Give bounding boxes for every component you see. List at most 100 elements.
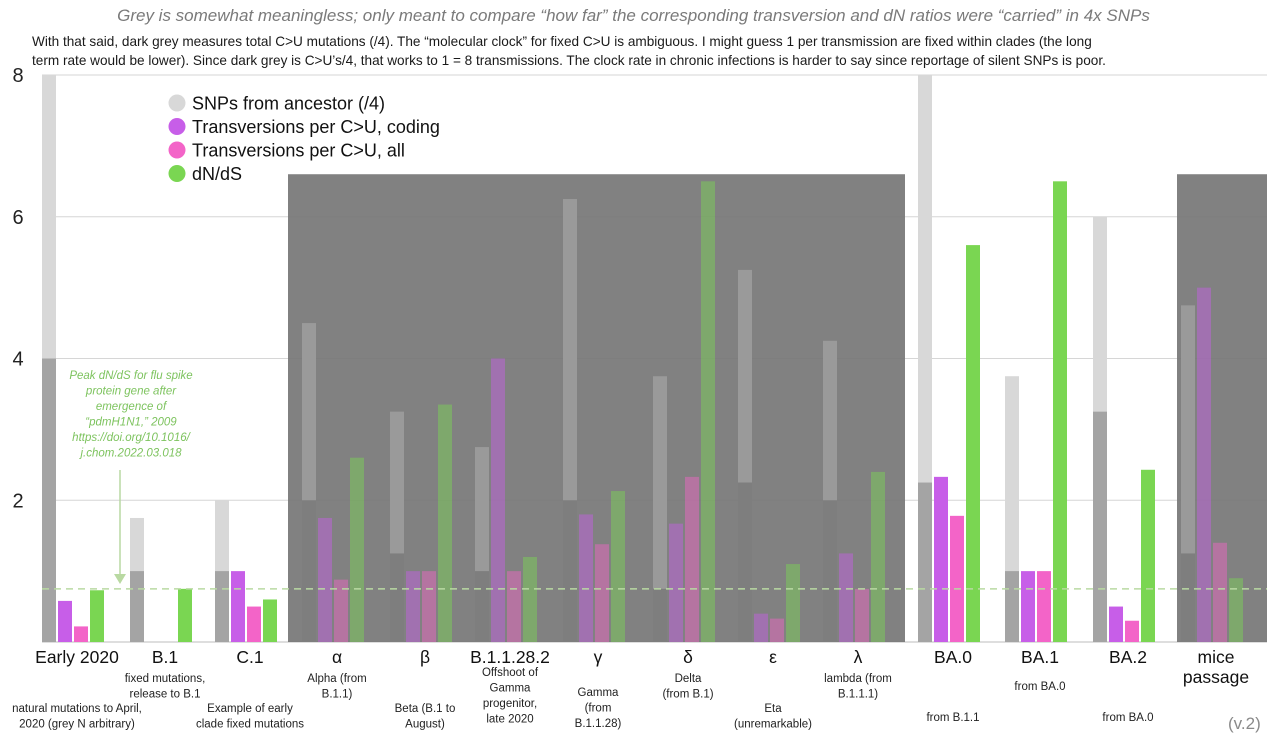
reference-annotation-line: Peak dN/dS for flu spike bbox=[69, 370, 192, 382]
bar-dnds bbox=[966, 245, 980, 642]
bar-dnds bbox=[1141, 469, 1155, 642]
reference-annotation-line: “pdmH1N1,” 2009 bbox=[85, 417, 177, 429]
group-sublabel: from BA.0 bbox=[1014, 681, 1065, 693]
x-tick-label: BA.0 bbox=[934, 647, 972, 667]
bar-transversions-all bbox=[685, 476, 699, 642]
legend-swatch bbox=[168, 141, 186, 159]
bar-transversions-all bbox=[507, 571, 521, 642]
bar-cu-over4 bbox=[653, 588, 667, 642]
reference-line-group: Peak dN/dS for flu spike protein gene aft… bbox=[42, 370, 1267, 590]
group-sublabel: 2020 (grey N arbitrary) bbox=[19, 719, 135, 731]
bar-cu-over4 bbox=[390, 553, 404, 642]
bar-transversions-coding bbox=[491, 358, 505, 642]
bar-dnds bbox=[786, 564, 800, 642]
legend-label: Transversions per C>U, coding bbox=[192, 117, 440, 137]
group-sublabel: natural mutations to April, bbox=[12, 703, 142, 715]
y-tick-label: 8 bbox=[12, 65, 23, 87]
bar-transversions-all bbox=[1213, 542, 1227, 642]
bar-transversions-all bbox=[950, 515, 964, 642]
bar-snps-total bbox=[653, 376, 667, 642]
bar-dnds bbox=[611, 491, 625, 642]
bars bbox=[42, 75, 1243, 642]
explanatory-note: With that said, dark grey measures total… bbox=[32, 33, 1257, 70]
bar-transversions-coding bbox=[579, 514, 593, 642]
group-sublabel: Gamma bbox=[490, 683, 532, 695]
bar-transversions-coding bbox=[839, 553, 853, 642]
x-tick-label: λ bbox=[854, 647, 863, 667]
bar-dnds bbox=[1053, 181, 1067, 642]
bar-transversions-coding bbox=[318, 517, 332, 642]
legend-swatch bbox=[168, 118, 186, 135]
x-tick-label: δ bbox=[683, 647, 693, 667]
note-line-1: With that said, dark grey measures total… bbox=[32, 34, 1092, 49]
bar-transversions-coding bbox=[406, 571, 420, 642]
group-sublabel: August) bbox=[405, 719, 445, 731]
bar-dnds bbox=[871, 471, 885, 642]
group-sublabel: Example of early bbox=[207, 703, 293, 715]
bar-dnds bbox=[1229, 578, 1243, 642]
group-sublabel: B.1.1) bbox=[322, 689, 353, 701]
group-sublabel: progenitor, bbox=[483, 698, 537, 710]
group-sublabel: Gamma bbox=[578, 687, 620, 699]
bar-cu-over4 bbox=[738, 482, 752, 642]
group-sublabel: from BA.0 bbox=[1102, 712, 1153, 724]
bar-dnds bbox=[438, 404, 452, 642]
group-sublabel: (from B.1) bbox=[662, 689, 713, 701]
x-tick-label: β bbox=[420, 647, 430, 667]
version-label: (v.2) bbox=[1228, 714, 1261, 733]
bar-cu-over4 bbox=[1005, 571, 1019, 642]
legend-swatch bbox=[168, 94, 186, 112]
bar-dnds bbox=[263, 599, 277, 642]
x-tick-label: passage bbox=[1183, 667, 1249, 687]
group-sublabel: lambda (from bbox=[824, 673, 892, 685]
chart-subtitle: Grey is somewhat meaningless; only meant… bbox=[117, 6, 1150, 25]
bar-dnds bbox=[178, 588, 192, 642]
group-sublabel: B.1.1.1) bbox=[838, 689, 878, 701]
x-tick-label: mice bbox=[1198, 647, 1235, 667]
x-tick-label: γ bbox=[594, 647, 603, 667]
x-tick-label: B.1.1.28.2 bbox=[470, 647, 550, 667]
bar-transversions-coding bbox=[1109, 606, 1123, 642]
reference-annotation-line: emergence of bbox=[96, 401, 168, 413]
x-tick-label: B.1 bbox=[152, 647, 178, 667]
group-sublabel: (unremarkable) bbox=[734, 719, 812, 731]
legend-swatch bbox=[168, 165, 186, 182]
legend: SNPs from ancestor (/4) Transversions per… bbox=[168, 94, 440, 184]
group-sublabel: Alpha (from bbox=[307, 673, 366, 685]
group-sublabel: release to B.1 bbox=[130, 689, 201, 701]
x-tick-label: BA.2 bbox=[1109, 647, 1147, 667]
bar-transversions-all bbox=[1125, 620, 1139, 642]
x-tick-label: C.1 bbox=[236, 647, 263, 667]
bar-transversions-all bbox=[1037, 571, 1051, 642]
reference-annotation-line: j.chom.2022.03.018 bbox=[78, 448, 182, 460]
group-sublabel: B.1.1.28) bbox=[575, 718, 622, 730]
group-sublabel: late 2020 bbox=[486, 714, 533, 726]
bar-dnds bbox=[701, 181, 715, 642]
group-sublabel: from B.1.1 bbox=[926, 712, 979, 724]
bar-transversions-all bbox=[74, 626, 88, 642]
y-axis: 2 4 6 8 bbox=[12, 65, 23, 512]
bar-cu-over4 bbox=[823, 500, 837, 642]
group-sublabel: Beta (B.1 to bbox=[395, 703, 456, 715]
bar-dnds bbox=[523, 556, 537, 642]
bar-cu-over4 bbox=[563, 500, 577, 642]
bar-cu-over4 bbox=[475, 571, 489, 642]
x-tick-label: ε bbox=[769, 647, 777, 667]
group-sublabel: Offshoot of bbox=[482, 667, 539, 679]
x-tick-label: Early 2020 bbox=[35, 647, 119, 667]
bar-cu-over4 bbox=[1181, 553, 1195, 642]
bar-cu-over4 bbox=[918, 482, 932, 642]
bar-transversions-coding bbox=[934, 476, 948, 642]
group-sublabel: (from bbox=[585, 703, 612, 715]
bar-transversions-coding bbox=[669, 523, 683, 642]
bar-dnds bbox=[350, 457, 364, 642]
bar-dnds bbox=[90, 590, 104, 642]
bar-transversions-coding bbox=[58, 600, 72, 642]
x-tick-label: BA.1 bbox=[1021, 647, 1059, 667]
bar-transversions-all bbox=[855, 588, 869, 642]
legend-label: dN/dS bbox=[192, 164, 242, 184]
y-tick-label: 2 bbox=[12, 490, 23, 512]
annotation-arrowhead bbox=[114, 574, 126, 584]
legend-label: Transversions per C>U, all bbox=[192, 141, 405, 161]
